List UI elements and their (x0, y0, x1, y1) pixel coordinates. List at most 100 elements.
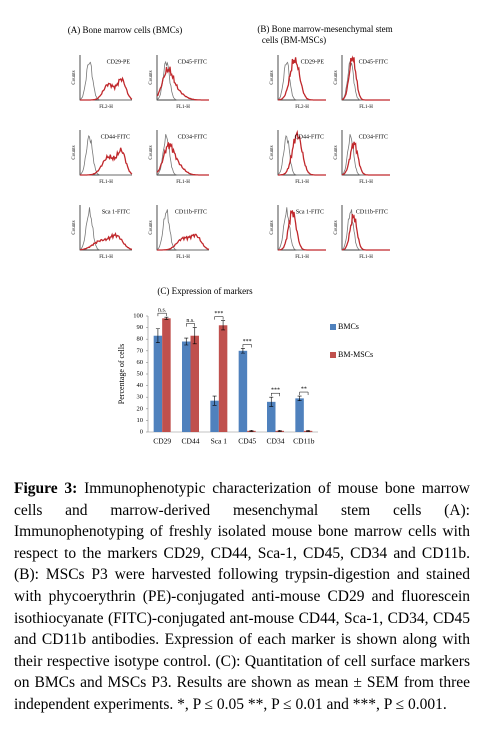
isotype-curve (341, 60, 390, 101)
legend-swatch (330, 324, 336, 330)
legend-label: BMCs (338, 322, 359, 331)
error-bar (221, 320, 226, 331)
x-label: FL1-H (359, 180, 373, 185)
isotype-curve (341, 209, 390, 251)
error-bar (164, 316, 169, 320)
y-label: Counts (149, 70, 154, 84)
error-bar (297, 395, 302, 401)
significance-label: *** (271, 388, 280, 394)
significance-bracket (214, 316, 224, 320)
marker-curve (277, 57, 326, 101)
x-tick-label: CD44 (182, 437, 200, 446)
error-bar (306, 429, 311, 432)
marker-curve (156, 142, 209, 176)
marker-curve (157, 233, 210, 251)
error-bar (249, 429, 254, 432)
marker-curve (80, 147, 133, 176)
x-label: FL1-H (359, 255, 373, 260)
y-tick-label: 80 (137, 336, 144, 343)
marker-label: CD44-FITC (295, 134, 324, 140)
panel-b-title: cells (BM-MSCs) (262, 35, 326, 45)
significance-label: ** (301, 386, 307, 392)
x-label: FL1-H (176, 105, 190, 110)
y-label: Counts (72, 145, 77, 159)
x-label: FL2-H (295, 105, 309, 110)
significance-bracket (186, 323, 195, 327)
marker-label: CD34-FITC (359, 134, 388, 140)
y-label: Counts (334, 145, 339, 159)
legend-label: BM-MSCs (338, 350, 373, 359)
isotype-curve (79, 61, 132, 101)
marker-curve (278, 129, 326, 176)
x-tick-label: CD45 (238, 437, 256, 446)
error-bar (184, 337, 189, 346)
isotype-curve (277, 134, 326, 176)
error-bar (277, 429, 282, 432)
isotype-curve (79, 207, 132, 251)
marker-label: Sca 1-FITC (102, 209, 130, 215)
isotype-curve (156, 209, 209, 251)
x-tick-label: CD29 (153, 437, 171, 446)
figure: (A) Bone marrow cells (BMCs) (B) Bone ma… (68, 24, 393, 446)
y-tick-label: 0 (140, 428, 143, 435)
x-label: FL1-H (176, 255, 190, 260)
marker-curve (277, 210, 326, 251)
y-label: Counts (72, 220, 77, 234)
panel-a-title: (A) Bone marrow cells (BMCs) (68, 25, 182, 35)
y-axis-label: Percentage of cells (117, 344, 126, 404)
bar (238, 350, 248, 432)
significance-label: n.s. (186, 318, 195, 324)
marker-label: CD44-FITC (101, 134, 130, 140)
marker-label: CD29-PE (301, 59, 325, 65)
panel-b-title: (B) Bone marrow-mesenchymal stem (257, 24, 392, 34)
bar (162, 318, 171, 432)
x-tick-label: Sca 1 (211, 437, 228, 446)
isotype-curve (79, 135, 132, 176)
marker-label: Sca 1-FITC (296, 209, 324, 215)
x-tick-label: CD34 (267, 437, 285, 446)
bar (182, 341, 191, 432)
marker-curve (341, 213, 390, 251)
caption: Figure 3: Immunophenotypic characterizat… (14, 478, 470, 716)
marker-label: CD45-FITC (359, 59, 388, 65)
bar (267, 401, 276, 432)
y-tick-label: 10 (137, 417, 144, 424)
significance-bracket (271, 392, 280, 397)
significance-label: n.s. (158, 308, 167, 314)
y-tick-label: 90 (137, 324, 144, 331)
marker-curve (79, 231, 133, 251)
y-tick-label: 70 (137, 347, 144, 354)
bar (218, 325, 228, 432)
y-label: Counts (270, 145, 275, 159)
y-tick-label: 100 (133, 312, 143, 319)
y-tick-label: 40 (137, 382, 144, 389)
x-label: FL1-H (359, 105, 373, 110)
significance-label: *** (243, 339, 252, 345)
y-label: Counts (149, 145, 154, 159)
y-tick-label: 30 (137, 394, 144, 401)
marker-curve (156, 66, 209, 101)
y-label: Counts (149, 220, 154, 234)
significance-bracket (242, 344, 252, 348)
x-label: FL1-H (295, 180, 309, 185)
marker-label: CD29-PE (107, 59, 131, 65)
significance-bracket (299, 391, 309, 396)
y-label: Counts (270, 220, 275, 234)
y-tick-label: 60 (137, 359, 144, 366)
x-tick-label: CD11b (293, 437, 315, 446)
legend-swatch (330, 352, 336, 358)
y-label: Counts (334, 70, 339, 84)
y-label: Counts (270, 70, 275, 84)
error-bar (192, 327, 197, 345)
marker-curve (80, 76, 133, 101)
chart-title: (C) Expression of markers (157, 286, 253, 296)
x-label: FL1-H (99, 255, 113, 260)
x-label: FL1-H (99, 180, 113, 185)
y-label: Counts (334, 220, 339, 234)
significance-label: *** (214, 311, 223, 317)
y-label: Counts (72, 70, 77, 84)
y-tick-label: 20 (137, 405, 144, 412)
marker-label: CD11b-FITC (356, 209, 388, 215)
marker-curve (341, 141, 390, 176)
